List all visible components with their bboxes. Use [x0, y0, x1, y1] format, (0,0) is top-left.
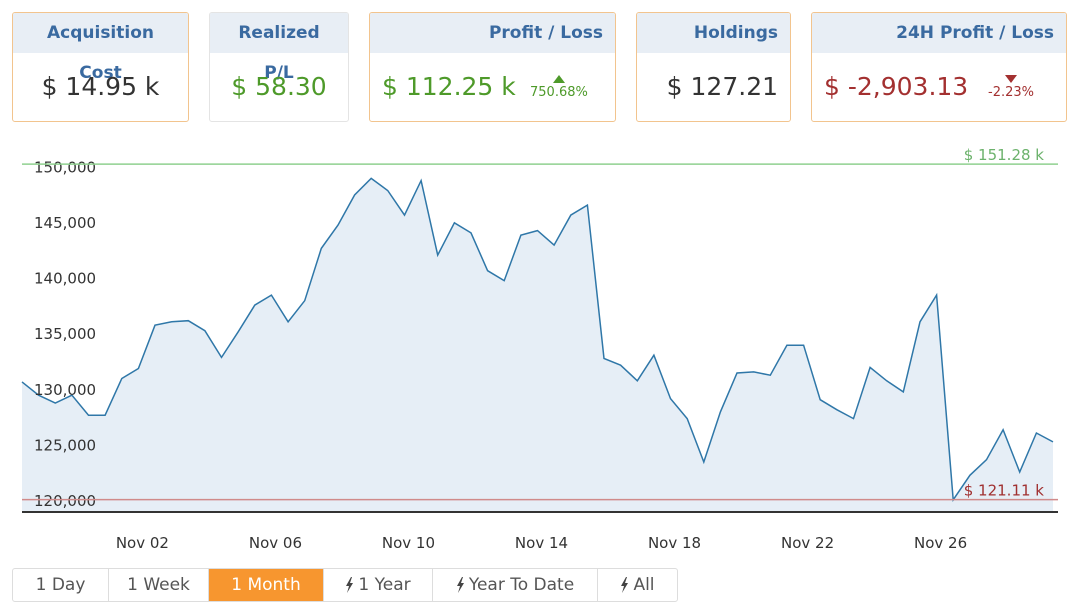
button-label: 1 Week	[127, 575, 190, 595]
stat-card: Holdings $ 127.21 k	[636, 12, 791, 122]
x-tick-label: Nov 14	[515, 534, 568, 552]
bolt	[346, 577, 354, 593]
x-tick-label: Nov 22	[781, 534, 834, 552]
y-tick-label: 145,000	[34, 214, 96, 232]
card-change: 750.68%	[530, 75, 588, 101]
change-text: 750.68%	[530, 85, 588, 100]
change-text: -2.23%	[988, 85, 1034, 100]
max-line-label: $ 151.28 k	[964, 146, 1045, 164]
button-label: 1 Month	[231, 575, 301, 595]
bolt-icon	[621, 577, 629, 593]
card-title: Realized P/L	[210, 13, 348, 83]
card-value: $ -2,903.13	[824, 72, 969, 101]
y-tick-label: 135,000	[34, 325, 96, 343]
stat-card: Profit / Loss $ 112.25 k 750.68%	[369, 12, 616, 122]
range-buttons: 1 Day 1 Week 1 Month 1 Year Year To Date All	[12, 568, 678, 602]
range-button[interactable]: 1 Year	[324, 569, 433, 601]
x-tick-label: Nov 10	[382, 534, 435, 552]
x-tick-label: Nov 06	[249, 534, 302, 552]
y-tick-label: 150,000	[34, 158, 96, 176]
line	[21, 177, 1054, 502]
x-tick-label: Nov 18	[648, 534, 701, 552]
area	[22, 178, 1053, 512]
stat-card: Acquisition Cost $ 14.95 k	[12, 12, 189, 122]
bolt-icon	[346, 577, 354, 593]
min-line-label: $ 121.11 k	[964, 482, 1045, 500]
button-label: 1 Day	[35, 575, 86, 595]
x-tick-label: Nov 26	[914, 534, 967, 552]
card-title: 24H Profit / Loss	[812, 13, 1066, 53]
stat-card: Realized P/L $ 58.30	[209, 12, 349, 122]
card-value: $ 14.95 k	[41, 72, 160, 101]
card-title: Acquisition Cost	[13, 13, 188, 83]
card-body: $ 58.30	[210, 53, 348, 121]
card-value: $ 127.21 k	[666, 72, 778, 101]
bolt	[621, 577, 629, 593]
button-label: Year To Date	[468, 575, 575, 595]
stat-card: 24H Profit / Loss $ -2,903.13 -2.23%	[811, 12, 1067, 122]
card-value: $ 58.30	[231, 72, 327, 101]
x-tick-label: Nov 02	[116, 534, 169, 552]
card-body: $ 127.21 k	[637, 53, 790, 121]
range-button[interactable]: 1 Week	[109, 569, 209, 601]
y-tick-label: 140,000	[34, 270, 96, 288]
card-value: $ 112.25 k	[382, 72, 516, 101]
y-tick-label: 130,000	[34, 381, 96, 399]
range-button[interactable]: 1 Day	[13, 569, 109, 601]
button-label: 1 Year	[358, 575, 411, 595]
y-tick-label: 125,000	[34, 436, 96, 454]
change-arrow	[1005, 75, 1017, 83]
button-label: All	[633, 575, 655, 595]
range-button[interactable]: All	[598, 569, 677, 601]
change-arrow	[552, 75, 565, 83]
card-body: $ -2,903.13 -2.23%	[812, 53, 1066, 121]
y-tick-label: 120,000	[34, 492, 96, 510]
card-title: Profit / Loss	[370, 13, 615, 53]
card-change: -2.23%	[988, 75, 1034, 101]
bolt-icon	[456, 577, 464, 593]
range-button[interactable]: 1 Month	[209, 569, 324, 601]
card-title: Holdings	[637, 13, 790, 53]
card-body: $ 112.25 k 750.68%	[370, 53, 615, 121]
range-button[interactable]: Year To Date	[433, 569, 598, 601]
card-body: $ 14.95 k	[13, 53, 188, 121]
bolt	[456, 577, 464, 593]
